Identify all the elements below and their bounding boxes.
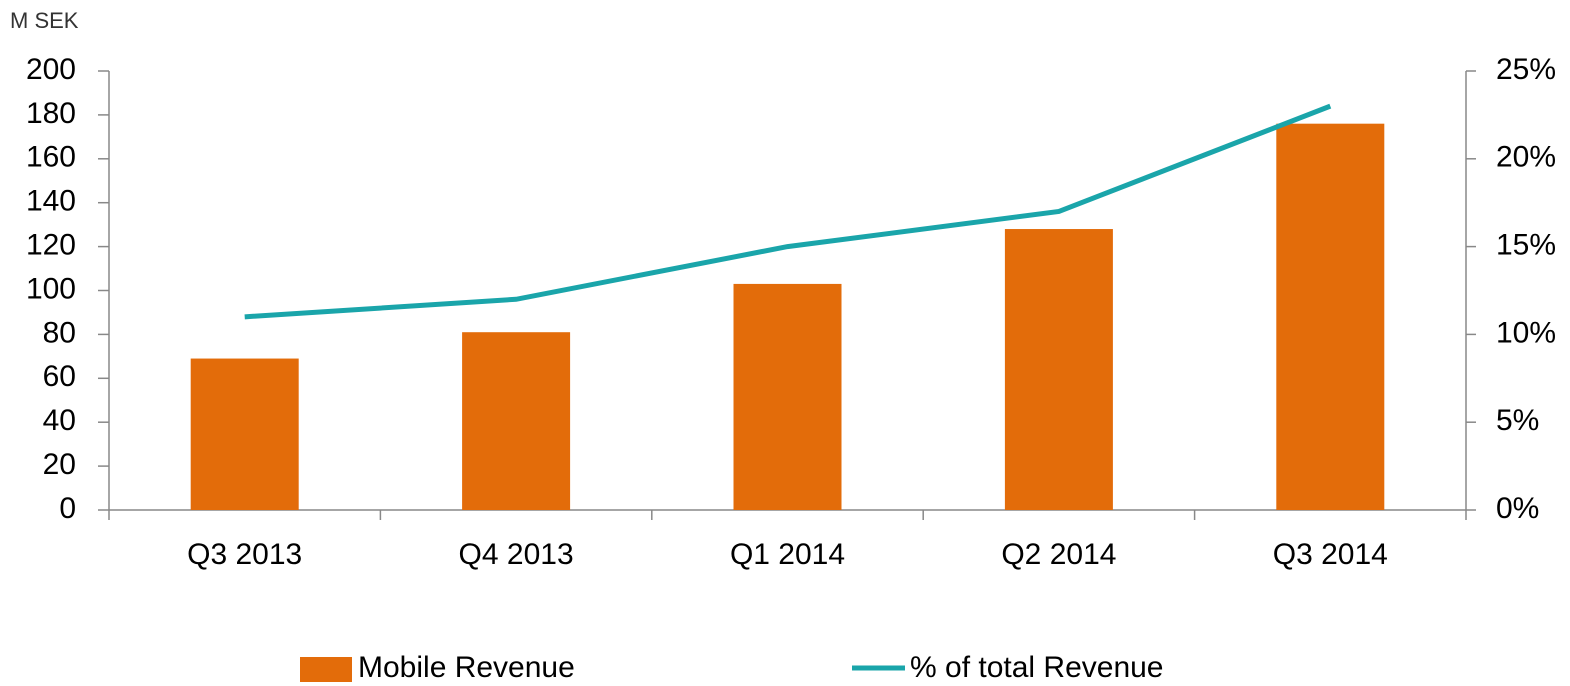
y-tick-label: 200 — [26, 53, 76, 86]
bar — [1276, 123, 1385, 511]
legend-swatch — [300, 657, 352, 682]
x-tick-label: Q4 2013 — [459, 538, 574, 571]
y-tick-label: 180 — [26, 97, 76, 130]
y2-tick-label: 15% — [1496, 229, 1556, 262]
x-tick-label: Q3 2013 — [187, 538, 302, 571]
y2-tick-label: 5% — [1496, 404, 1539, 437]
y-tick-label: 20 — [43, 448, 76, 481]
legend-label: % of total Revenue — [910, 651, 1164, 684]
legend-label: Mobile Revenue — [358, 651, 575, 684]
y2-tick-label: 25% — [1496, 53, 1556, 86]
y-tick-label: 120 — [26, 229, 76, 262]
y2-tick-label: 0% — [1496, 492, 1539, 525]
y-tick-label: 160 — [26, 141, 76, 174]
x-tick-label: Q3 2014 — [1273, 538, 1388, 571]
bar — [462, 332, 571, 510]
y-tick-label: 100 — [26, 272, 76, 305]
y2-tick-label: 20% — [1496, 141, 1556, 174]
y2-tick-label: 10% — [1496, 316, 1556, 349]
y-tick-label: 140 — [26, 185, 76, 218]
line — [244, 103, 1332, 320]
y-tick-label: 40 — [43, 404, 76, 437]
bar — [733, 283, 842, 510]
bar — [190, 358, 299, 510]
y-tick-label: 0 — [59, 492, 76, 525]
y-tick-label: 80 — [43, 316, 76, 349]
x-tick-label: Q1 2014 — [730, 538, 845, 571]
y-axis-label: M SEK — [10, 8, 79, 33]
y-tick-label: 60 — [43, 360, 76, 393]
x-tick-label: Q2 2014 — [1001, 538, 1116, 571]
bar — [1004, 229, 1113, 511]
